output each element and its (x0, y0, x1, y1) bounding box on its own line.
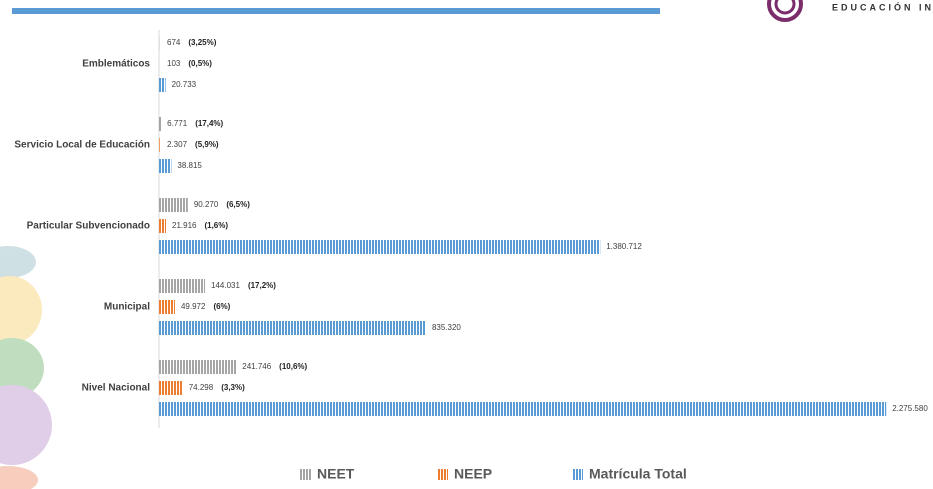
legend-swatch (437, 469, 448, 480)
percent-label: (6%) (213, 302, 230, 311)
bar (159, 381, 183, 395)
bar (159, 360, 237, 374)
bar (159, 117, 162, 131)
value-label: 38.815 (177, 161, 202, 170)
percent-label: (6,5%) (226, 200, 250, 209)
value-label: 20.733 (172, 80, 197, 89)
percent-label: (3,3%) (221, 383, 245, 392)
percent-label: (0,5%) (188, 59, 212, 68)
legend-label: NEEP (454, 466, 492, 482)
value-label: 21.916 (172, 221, 197, 230)
value-label: 90.270 (194, 200, 219, 209)
value-label: 835.320 (432, 323, 461, 332)
bar (159, 321, 426, 335)
percent-label: (5,9%) (195, 140, 219, 149)
bar (159, 402, 887, 416)
category-label: Servicio Local de Educación (14, 140, 150, 151)
percent-label: (17,4%) (195, 119, 223, 128)
brand-text: EDUCACIÓN INC (832, 1, 933, 12)
bar (159, 159, 172, 173)
bar (159, 240, 601, 254)
bar (159, 198, 188, 212)
legend-label: Matrícula Total (589, 466, 687, 482)
logo (767, 0, 803, 22)
value-label: 49.972 (181, 302, 206, 311)
value-label: 241.746 (242, 362, 271, 371)
legend-label: NEET (317, 466, 355, 482)
value-label: 1.380.712 (606, 242, 642, 251)
value-label: 103 (167, 59, 181, 68)
bar (159, 300, 175, 314)
bar (159, 78, 166, 92)
value-label: 2.275.580 (892, 404, 928, 413)
legend-swatch (572, 469, 583, 480)
category-label: Particular Subvencionado (27, 221, 150, 232)
value-label: 144.031 (211, 281, 240, 290)
value-label: 6.771 (167, 119, 188, 128)
bar (159, 219, 167, 233)
value-label: 674 (167, 38, 181, 47)
percent-label: (3,25%) (188, 38, 216, 47)
value-label: 2.307 (167, 140, 188, 149)
percent-label: (1,6%) (204, 221, 228, 230)
category-label: Municipal (104, 302, 150, 313)
legend-swatch (300, 469, 311, 480)
value-label: 74.298 (189, 383, 214, 392)
bar (159, 138, 160, 152)
decoration (0, 246, 52, 489)
category-label: Emblemáticos (82, 59, 150, 70)
bar (159, 279, 206, 293)
percent-label: (17,2%) (248, 281, 276, 290)
header-bar (12, 8, 660, 14)
category-label: Nivel Nacional (82, 383, 151, 394)
percent-label: (10,6%) (279, 362, 307, 371)
